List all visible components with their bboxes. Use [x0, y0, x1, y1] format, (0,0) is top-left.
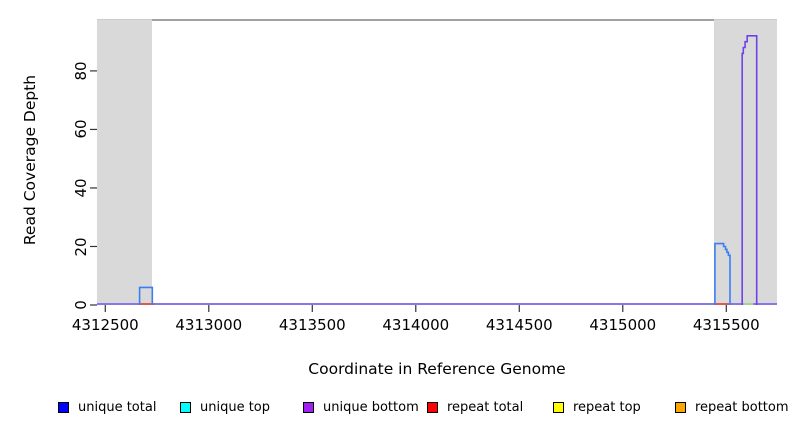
y-tick-label: 20	[72, 236, 90, 257]
legend-label: repeat total	[447, 399, 524, 415]
legend-label: unique total	[78, 399, 157, 415]
x-tick-label: 4312500	[71, 316, 139, 334]
x-tick-label: 4315500	[692, 316, 760, 334]
x-tick-label: 4314500	[485, 316, 553, 334]
unique-coverage-peak-right	[741, 34, 758, 305]
legend-label: unique bottom	[323, 399, 419, 415]
legend-swatch-icon	[427, 401, 438, 413]
x-axis-title: Coordinate in Reference Genome	[308, 360, 566, 378]
legend: unique total unique top unique bottom repea…	[0, 399, 792, 419]
legend-item-unique-total: unique total	[58, 399, 156, 415]
legend-label: unique top	[200, 399, 271, 415]
x-tick-label: 4315000	[589, 316, 657, 334]
legend-item-unique-top: unique top	[180, 399, 270, 415]
unique-coverage-peak-left	[138, 286, 154, 305]
coverage-plot-canvas	[90, 19, 777, 312]
x-tick-label: 4314000	[382, 316, 450, 334]
unique-coverage-peak-mid	[714, 242, 731, 305]
y-tick-label: 0	[72, 300, 90, 310]
legend-swatch-icon	[553, 401, 564, 413]
legend-item-unique-bottom: unique bottom	[303, 399, 419, 415]
legend-item-repeat-top: repeat top	[553, 399, 641, 415]
legend-swatch-icon	[675, 401, 686, 413]
y-tick-label: 60	[72, 119, 90, 139]
legend-swatch-icon	[180, 401, 191, 413]
x-tick-label: 4313000	[175, 316, 243, 334]
legend-item-repeat-total: repeat total	[427, 399, 523, 415]
shaded-region-right	[713, 19, 777, 306]
legend-item-repeat-bottom: repeat bottom	[675, 399, 789, 415]
y-tick-label: 40	[72, 178, 90, 198]
legend-label: repeat top	[573, 399, 641, 415]
y-tick-label: 80	[72, 61, 90, 81]
legend-label: repeat bottom	[695, 399, 789, 415]
x-tick-label: 4313500	[278, 316, 346, 334]
legend-swatch-icon	[303, 401, 314, 413]
y-axis-title: Read Coverage Depth	[21, 74, 39, 246]
legend-swatch-icon	[58, 401, 69, 413]
shaded-region-left	[97, 19, 153, 306]
